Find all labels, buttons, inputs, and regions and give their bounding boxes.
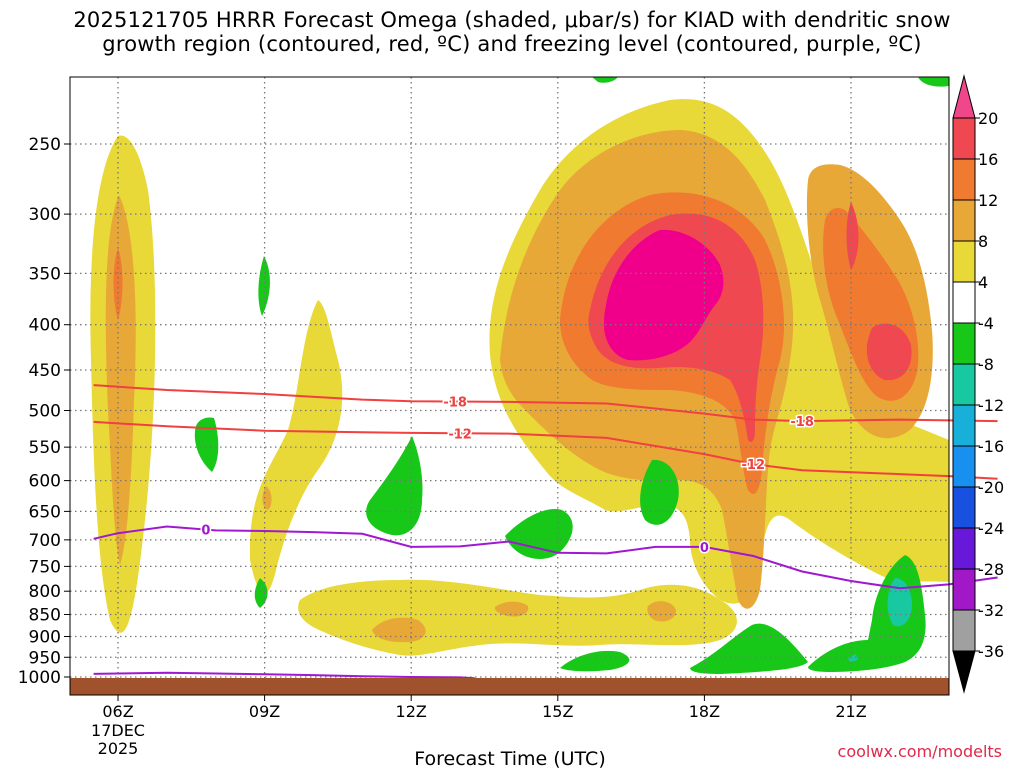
colorbar-label: 4: [978, 273, 988, 292]
y-tick-label: 500: [29, 402, 61, 422]
omega-green-1: [258, 256, 270, 316]
colorbar-label: 8: [978, 232, 988, 251]
x-tick-label: 09Z: [249, 702, 280, 721]
omega-lowlevel-tan2: [494, 601, 529, 617]
colorbar-swatch: [952, 281, 976, 324]
colorbar-label: -12: [978, 396, 1004, 415]
x-tick-label: 15Z: [542, 702, 573, 721]
x-tick-label: 18Z: [689, 702, 720, 721]
x-tick-label: 06Z: [102, 702, 133, 721]
omega-green-5: [640, 459, 679, 525]
credit-link[interactable]: coolwx.com/modelts: [837, 742, 1002, 761]
colorbar-label: -8: [978, 355, 994, 374]
y-tick-label: 300: [29, 205, 61, 225]
contour-lines: -18 -18 -12 -12 0 0: [93, 384, 998, 680]
colorbar-top-triangle: [952, 74, 976, 119]
y-tick-label: 800: [29, 582, 61, 602]
contour-label: 0: [201, 524, 210, 539]
omega-green-6: [254, 578, 268, 608]
y-tick-label: 250: [29, 135, 61, 155]
colorbar-swatch: [952, 240, 976, 283]
contour-freezing-level: [93, 525, 998, 590]
colorbar-swatch: [952, 199, 976, 242]
omega-green-7: [560, 650, 630, 672]
contour-label: -18: [443, 396, 467, 411]
colorbar-label: -4: [978, 314, 994, 333]
chart-title-line2: growth region (contoured, red, ºC) and f…: [102, 32, 922, 56]
ground-bar: [70, 678, 949, 695]
colorbar-swatch: [952, 363, 976, 406]
colorbar-swatch: [952, 404, 976, 447]
y-tick-label: 750: [29, 557, 61, 577]
grid: [70, 77, 949, 695]
y-tick-label: 650: [29, 502, 61, 522]
contour-dendritic-upper: [93, 384, 998, 423]
omega-21z-red1: [846, 202, 859, 270]
y-tick-label: 550: [29, 438, 61, 458]
omega-green-3: [366, 436, 423, 536]
y-tick-label: 700: [29, 531, 61, 551]
colorbar-swatch: [952, 486, 976, 529]
colorbar-label: -24: [978, 519, 1004, 538]
omega-teal-dot: [848, 654, 858, 662]
colorbar-swatch: [952, 158, 976, 201]
y-tick-label: 400: [29, 316, 61, 336]
colorbar-swatch: [952, 568, 976, 611]
contour-label: -12: [742, 458, 766, 473]
y-tick-label: 350: [29, 264, 61, 284]
omega-shading: [90, 77, 949, 674]
contour-surface-freezing: [93, 671, 475, 680]
colorbar-bottom-triangle: [952, 650, 976, 694]
colorbar-swatch: [952, 322, 976, 365]
contour-label: 0: [700, 541, 709, 556]
colorbar-swatch: [952, 527, 976, 570]
colorbar-label: -32: [978, 601, 1004, 620]
omega-green-2: [194, 417, 219, 472]
colorbar-label: -28: [978, 560, 1004, 579]
y-tick-label: 1000: [18, 668, 61, 688]
contour-label: -18: [790, 415, 814, 430]
y-tick-label: 600: [29, 472, 61, 492]
colorbar-swatch: [952, 445, 976, 488]
chart-title-line1: 2025121705 HRRR Forecast Omega (shaded, …: [73, 8, 951, 32]
omega-green-top1: [592, 77, 618, 83]
x-tick-label: 21Z: [835, 702, 866, 721]
date-label: 2025: [98, 739, 139, 758]
omega-green-4: [505, 509, 573, 559]
colorbar-label: -16: [978, 437, 1004, 456]
colorbar-swatch: [952, 609, 976, 652]
chart-title: 2025121705 HRRR Forecast Omega (shaded, …: [0, 8, 1024, 56]
omega-lowlevel-tan3: [647, 601, 676, 622]
y-tick-label: 900: [29, 627, 61, 647]
x-axis-label: Forecast Time (UTC): [414, 748, 605, 768]
omega-21z-red2: [866, 323, 912, 381]
y-tick-label: 950: [29, 648, 61, 668]
omega-green-top2: [918, 77, 949, 87]
colorbar-label: 20: [978, 109, 998, 128]
colorbar-label: 12: [978, 191, 998, 210]
y-tick-label: 850: [29, 606, 61, 626]
omega-green-8: [690, 623, 808, 674]
colorbar-label: -20: [978, 478, 1004, 497]
colorbar: 20 16 12 8 4 -4 -8 -12 -16 -20 -24 -28 -32 -36: [952, 74, 1004, 694]
colorbar-label: -36: [978, 642, 1004, 661]
y-tick-label: 450: [29, 361, 61, 381]
omega-06z-orange: [113, 248, 123, 320]
date-label: 17DEC: [91, 721, 145, 740]
y-axis: 2503003504004505005506006507007508008509…: [18, 135, 70, 688]
colorbar-label: 16: [978, 150, 998, 169]
omega-06z-tan: [105, 195, 136, 565]
colorbar-swatch: [952, 117, 976, 160]
contour-dendritic-lower: [93, 420, 998, 480]
omega-16z-magenta: [604, 229, 724, 361]
plot-frame: [69, 76, 950, 696]
contour-label: -12: [448, 427, 472, 442]
x-tick-label: 12Z: [396, 702, 427, 721]
